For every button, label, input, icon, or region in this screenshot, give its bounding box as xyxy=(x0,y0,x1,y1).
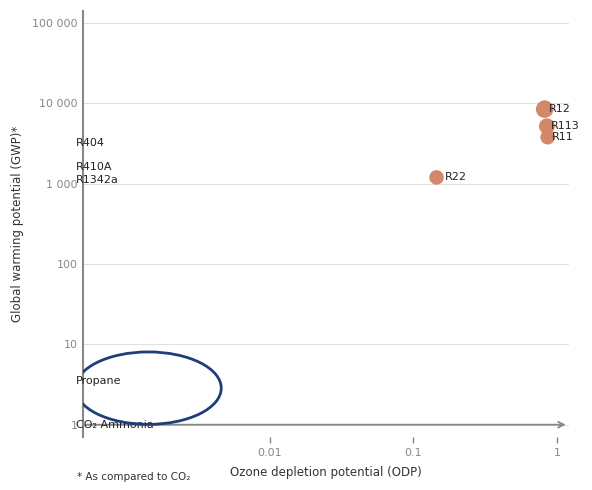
Point xyxy=(56,139,65,147)
Point xyxy=(56,176,65,184)
Text: R404: R404 xyxy=(76,138,105,148)
Text: R22: R22 xyxy=(445,172,466,182)
Y-axis label: Global warming potential (GWP)*: Global warming potential (GWP)* xyxy=(11,126,24,322)
Point xyxy=(540,105,549,113)
Point xyxy=(432,173,441,181)
Point xyxy=(543,133,552,141)
Text: Propane: Propane xyxy=(76,376,121,386)
Text: R113: R113 xyxy=(551,121,580,131)
Point xyxy=(542,122,552,130)
Text: R410A: R410A xyxy=(76,162,112,172)
Text: * As compared to CO₂: * As compared to CO₂ xyxy=(77,472,191,482)
Text: R1342a: R1342a xyxy=(76,175,119,185)
Text: R11: R11 xyxy=(552,132,574,142)
Text: R12: R12 xyxy=(549,104,571,114)
Point xyxy=(56,421,65,429)
Point xyxy=(56,164,65,171)
Point xyxy=(56,377,65,385)
X-axis label: Ozone depletion potential (ODP): Ozone depletion potential (ODP) xyxy=(230,466,422,479)
Text: CO₂ Ammonia: CO₂ Ammonia xyxy=(76,420,154,430)
